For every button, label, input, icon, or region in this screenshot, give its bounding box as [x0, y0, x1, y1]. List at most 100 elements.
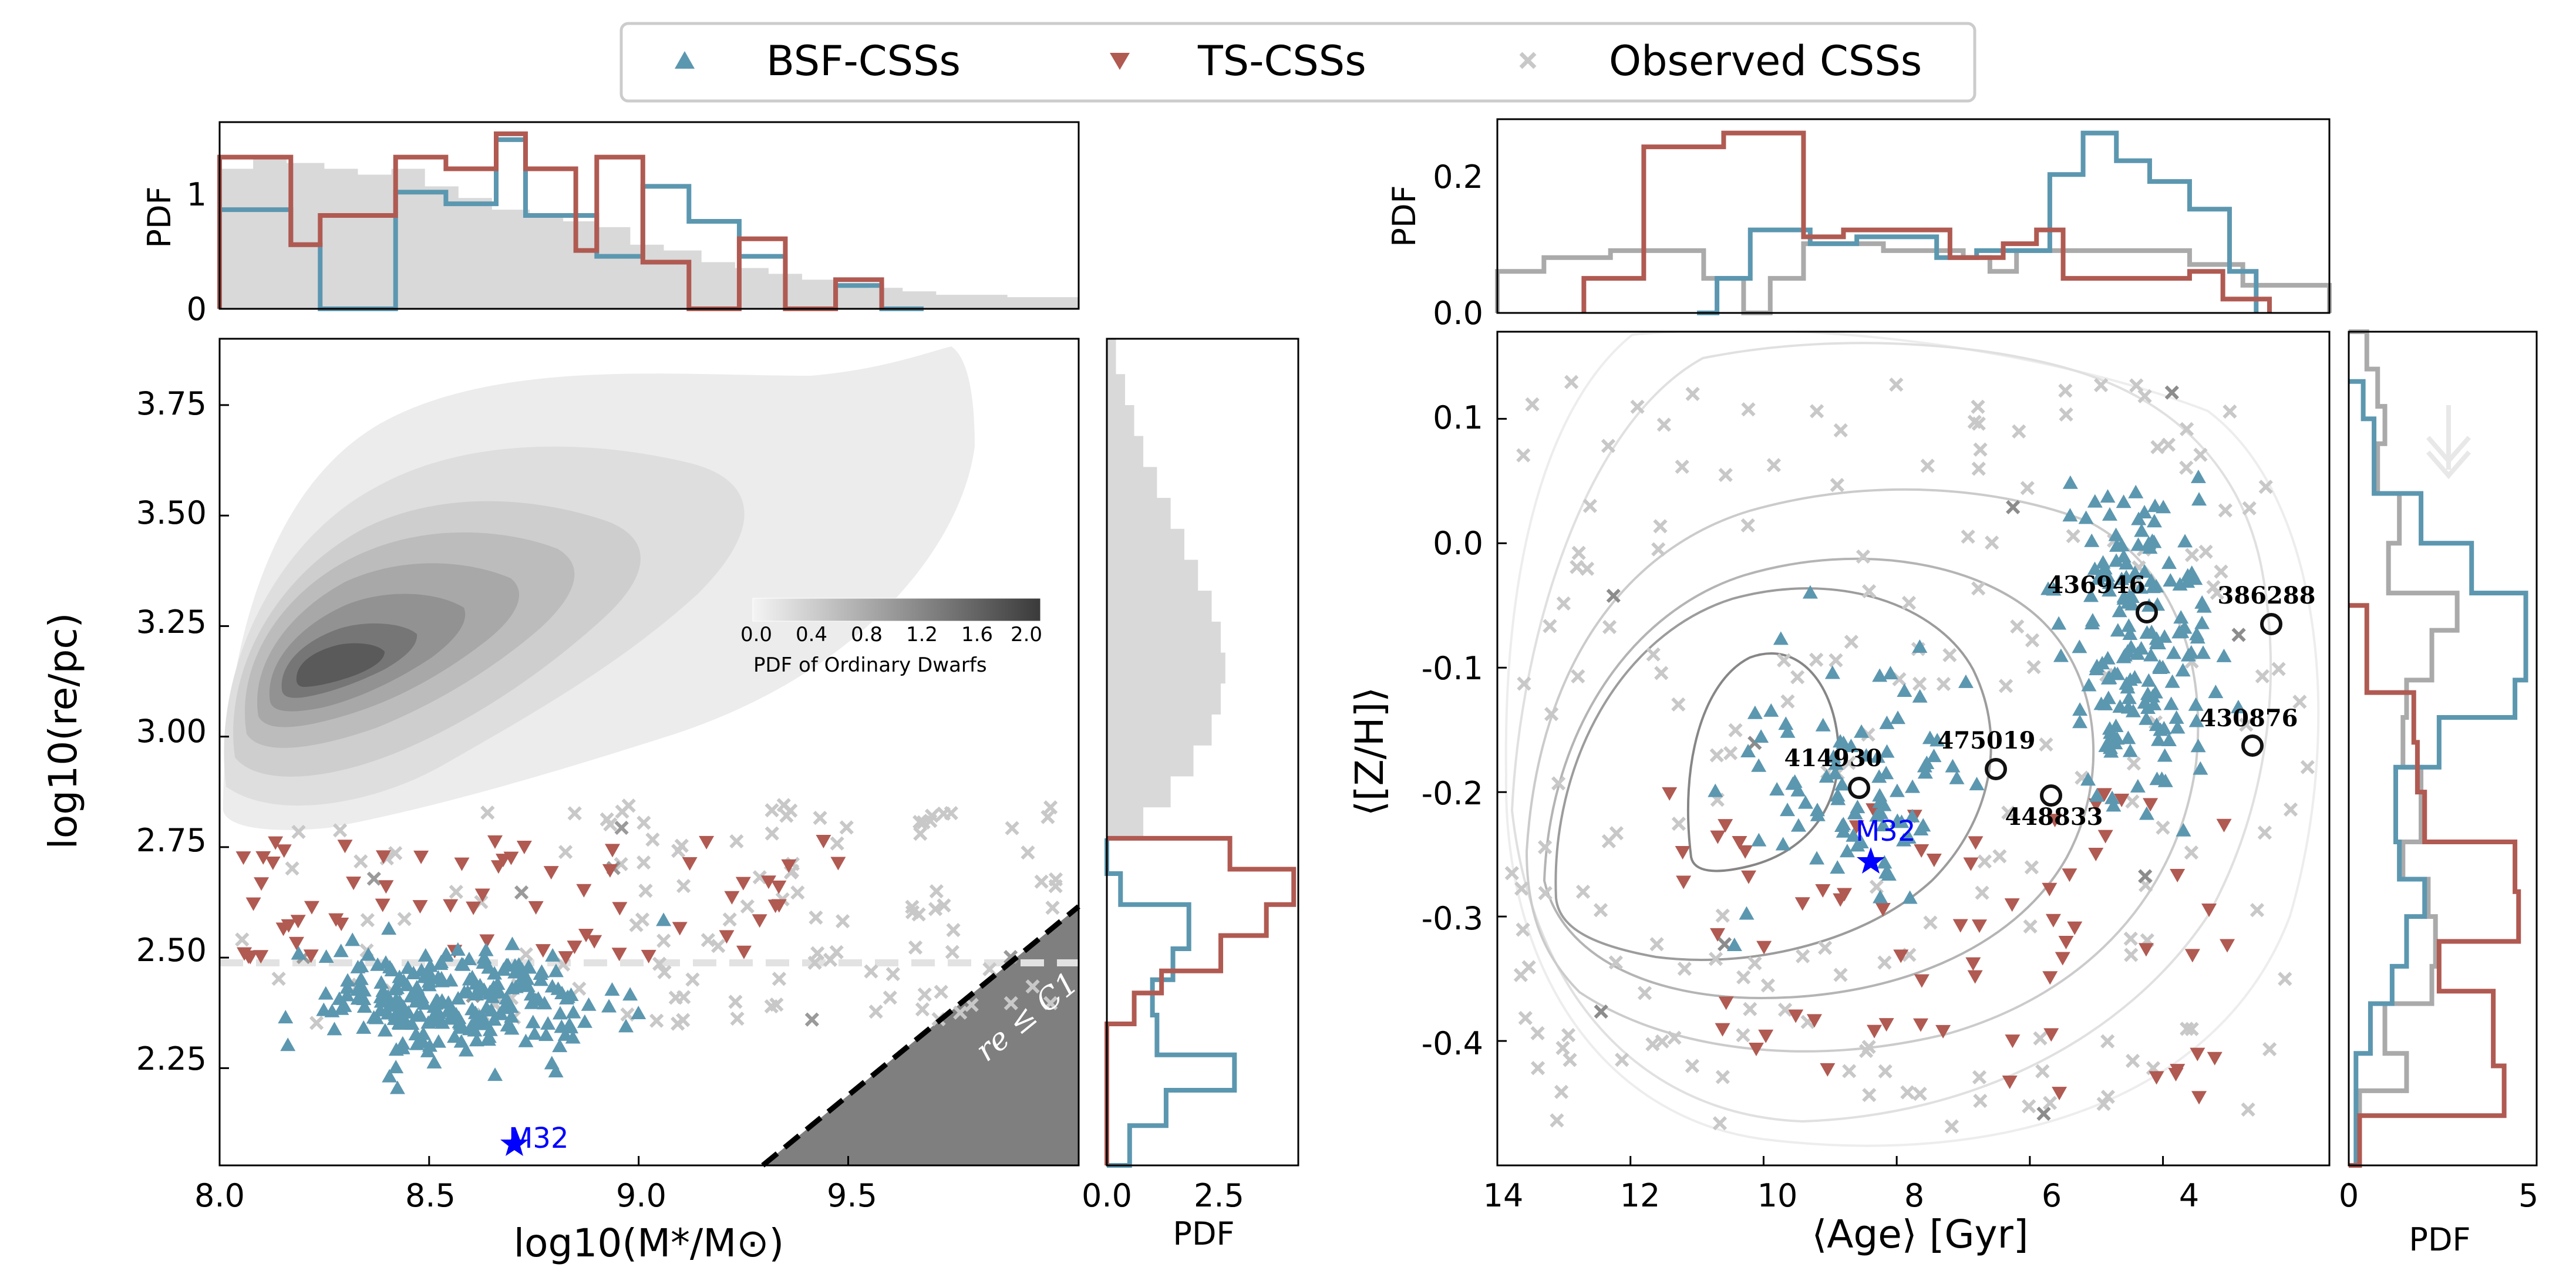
- observed-point: [1889, 378, 1904, 392]
- y-tick-label: -0.2: [1422, 775, 1483, 812]
- colorbar-tick: 0.8: [851, 623, 883, 646]
- top-hist-y-tick: 0: [187, 291, 207, 328]
- bsf-point: [1785, 776, 1801, 790]
- observed-point: [1667, 1030, 1682, 1045]
- right-right-pdf-label: PDF: [2409, 1221, 2470, 1258]
- observed-point: [1043, 800, 1058, 815]
- ts-point: [1893, 949, 1909, 963]
- observed-point: [1005, 821, 1019, 835]
- bsf-point: [2089, 662, 2104, 676]
- observed-point: [1971, 416, 1986, 431]
- ts-point: [2043, 1028, 2059, 1042]
- ts-point: [543, 866, 559, 880]
- ts-point: [1737, 845, 1753, 859]
- bsf-point: [430, 993, 446, 1007]
- legend: BSF-CSSs TS-CSSs Observed CSSs: [619, 22, 1976, 103]
- m32-star: [1857, 847, 1885, 874]
- bsf-point: [544, 979, 560, 993]
- observed-point: [1544, 707, 1559, 722]
- bsf-point: [2120, 730, 2136, 744]
- left-right-histogram: 0.0 2.5 PDF: [1082, 338, 1299, 1252]
- ts-point: [479, 934, 495, 948]
- object-marker-475019: [1985, 758, 2007, 780]
- bsf-point: [409, 979, 425, 993]
- observed-point: [1516, 448, 1531, 463]
- observed-point: [2198, 544, 2213, 559]
- observed-point: [1830, 477, 1844, 493]
- observed-density-contours: [1504, 332, 2320, 1147]
- bsf-point: [461, 952, 477, 966]
- observed-point: [2026, 660, 2041, 675]
- bsf-point: [1839, 844, 1855, 858]
- contour-5: [1510, 342, 2272, 1123]
- ts-point: [474, 888, 490, 902]
- observed-point: [836, 914, 850, 929]
- bsf-point: [2116, 591, 2132, 605]
- ts-point: [255, 851, 271, 865]
- observed-point: [1844, 635, 1858, 649]
- bsf-point: [2230, 699, 2246, 713]
- bsf-point: [392, 969, 408, 983]
- ts-point: [1926, 854, 1942, 868]
- left-top-frame: [218, 121, 1080, 310]
- observed-point: [1796, 949, 1810, 963]
- legend-frame: [619, 22, 1976, 103]
- observed-point: [1021, 845, 1035, 860]
- bsf-point: [1753, 729, 1769, 743]
- colorbar: 0.0 0.4 0.8 1.2 1.6 2.0 PDF of Ordinary …: [740, 598, 1042, 677]
- bsf-point: [428, 1008, 444, 1022]
- bsf-point: [2188, 697, 2204, 711]
- bsf-point: [1740, 744, 1756, 758]
- bsf-point: [353, 971, 369, 985]
- ts-point: [1935, 1024, 1951, 1039]
- y-tick-label: 3.75: [136, 385, 207, 422]
- right-main-panel: M32 436946 386288 430876 414930 475019 4…: [1347, 331, 2331, 1257]
- observed-point: [1034, 874, 1049, 889]
- m32-label-right: M32: [1856, 815, 1916, 848]
- legend-ts-marker: [1110, 53, 1130, 70]
- observed-point: [2150, 440, 2165, 454]
- ts-point: [752, 914, 767, 928]
- observed-point: [685, 972, 700, 987]
- bsf-point: [2110, 623, 2126, 637]
- y-tick-label: -0.3: [1422, 900, 1483, 937]
- bsf-point: [1850, 800, 1866, 814]
- bsf-point: [1875, 817, 1891, 831]
- bsf-point: [2194, 615, 2210, 629]
- bsf-point: [2112, 699, 2128, 713]
- bsf-point: [480, 1032, 496, 1046]
- bsf-point: [1830, 788, 1846, 802]
- bsf-point: [2072, 702, 2088, 716]
- ts-point: [2002, 1075, 2018, 1089]
- bsf-point: [2083, 588, 2099, 602]
- bsf-point: [1879, 715, 1895, 729]
- bsf-point: [408, 1027, 424, 1041]
- observed-point: [934, 985, 948, 999]
- observed-point: [1653, 519, 1668, 534]
- observed-point: [945, 945, 959, 959]
- observed-point: [1043, 996, 1058, 1010]
- observed-point: [1817, 941, 1833, 955]
- bsf-point: [548, 963, 564, 978]
- ts-mass-histogram: [217, 131, 884, 311]
- observed-point: [285, 861, 299, 876]
- observed-point: [2179, 422, 2194, 437]
- left-top-histogram: 0 1 PDF: [141, 121, 1080, 328]
- bsf-point: [565, 1005, 581, 1019]
- object-marker-448833: [2040, 784, 2062, 807]
- observed-point: [1594, 1004, 1608, 1019]
- observed-point: [2156, 820, 2170, 835]
- bsf-point: [490, 976, 506, 990]
- x-tick-label: 12: [1620, 1177, 1661, 1214]
- ts-point: [378, 880, 394, 894]
- observed-point: [2262, 1042, 2277, 1057]
- observed-point: [614, 820, 629, 835]
- observed-point: [1518, 1010, 1533, 1026]
- x-tick-label: 9.0: [616, 1177, 666, 1214]
- bsf-point: [2087, 494, 2103, 508]
- observed-point: [868, 1005, 883, 1019]
- bsf-point: [1751, 758, 1767, 772]
- bsf-point: [450, 942, 466, 956]
- bsf-point: [2137, 564, 2153, 578]
- ts-point: [1758, 1029, 1774, 1043]
